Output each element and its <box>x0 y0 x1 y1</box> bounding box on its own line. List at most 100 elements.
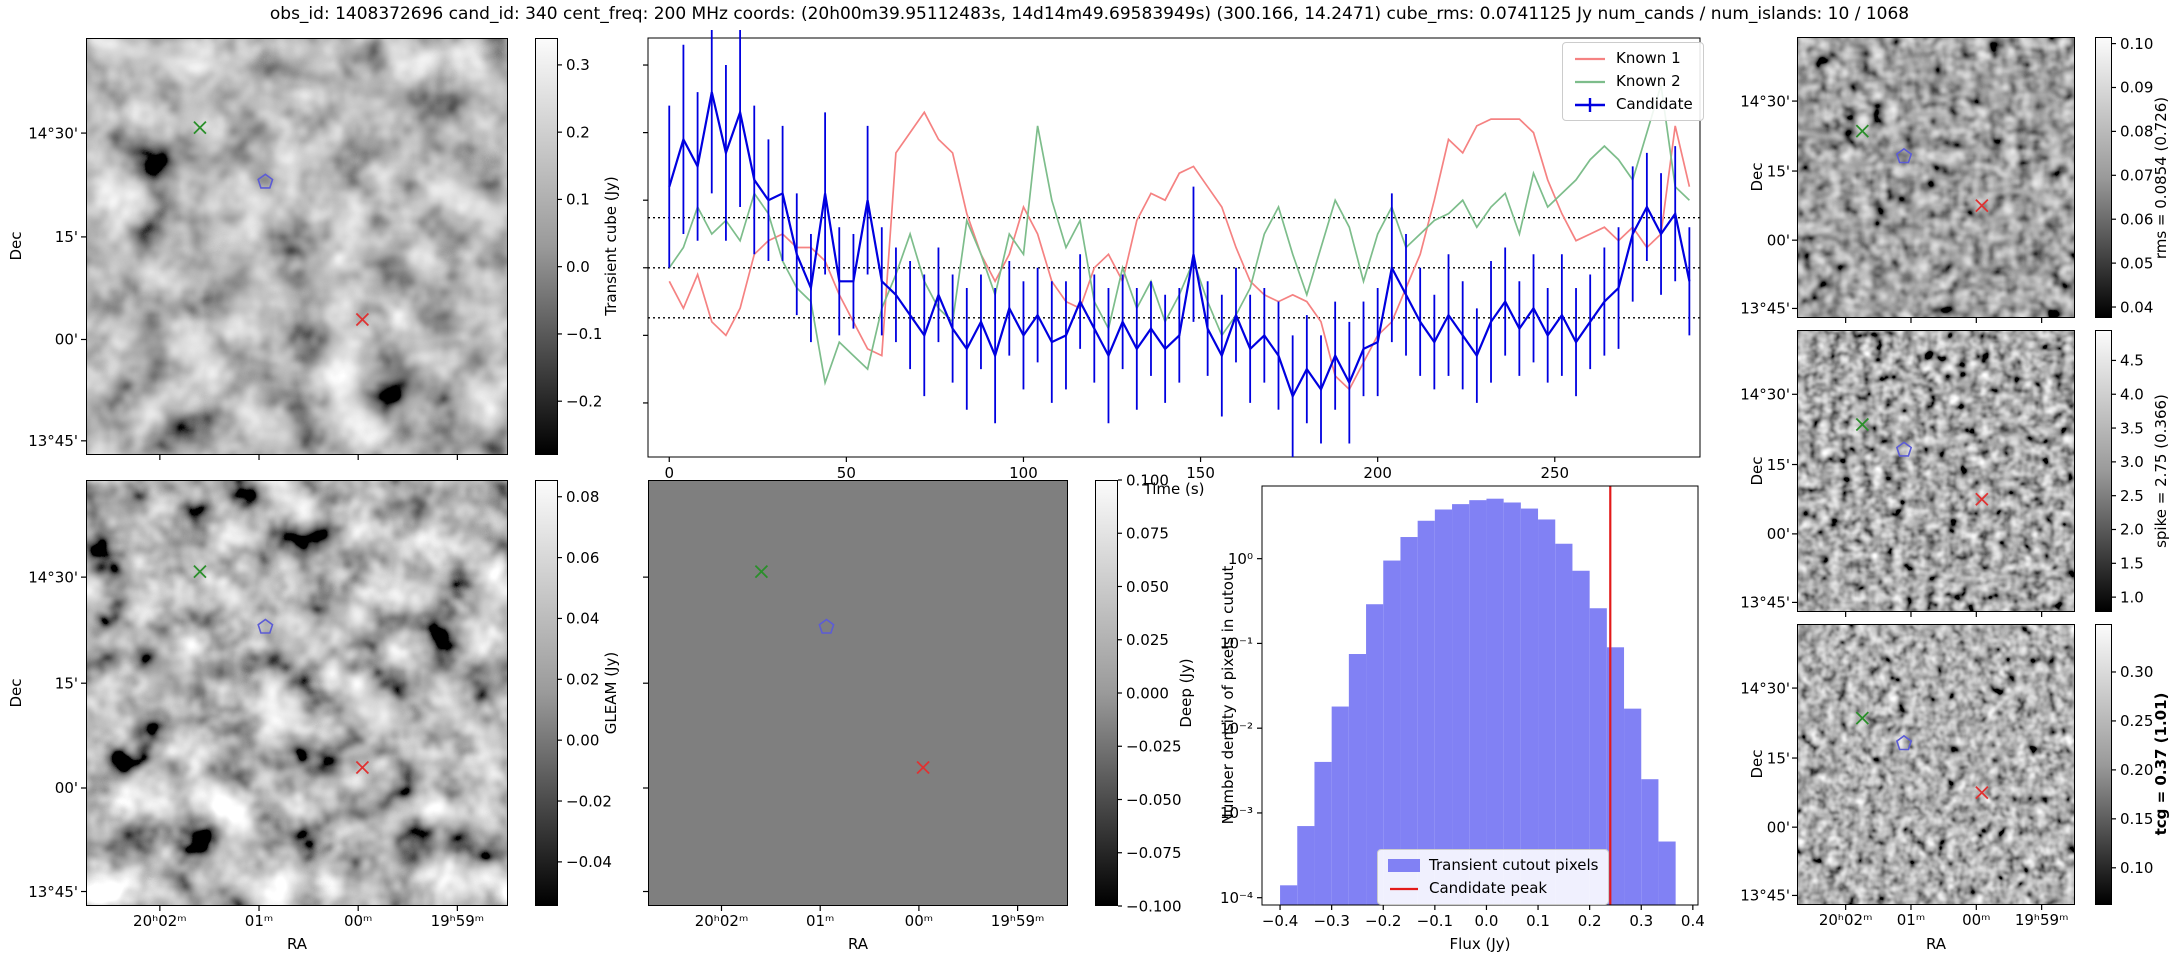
legend-item-cutout-pixels: Transient cutout pixels <box>1388 854 1598 877</box>
histogram-bar <box>1624 708 1642 905</box>
colorbar-tick-label: 4.0 <box>2120 385 2144 403</box>
tcg-colorbar-label: tcg = 0.37 (1.01) <box>2152 692 2170 836</box>
candidate-errorbar-swatch <box>1575 97 1605 112</box>
time-tick-label: 150 <box>1186 464 1215 482</box>
flux-tick-label: −0.3 <box>1313 912 1349 930</box>
density-tick-label: 10⁻⁴ <box>1220 889 1253 907</box>
colorbar-tick-label: 0.15 <box>2120 810 2153 828</box>
dec-tick-label: 00' <box>55 331 78 349</box>
colorbar-tick-label: 0.08 <box>566 488 599 506</box>
ra-tick-label: 19ʰ59ᵐ <box>991 912 1045 930</box>
histogram-patch-swatch <box>1388 859 1420 872</box>
colorbar-tick-label: 0.02 <box>566 671 599 689</box>
spike-colorbar-label: spike = 2.75 (0.366) <box>2152 394 2170 548</box>
dec-tick-label: 15' <box>55 674 78 692</box>
legend-label: Candidate <box>1616 95 1693 113</box>
known1-line-swatch <box>1575 57 1605 60</box>
histogram-bar <box>1572 570 1590 905</box>
legend-item-candidate: Candidate <box>1573 93 1693 116</box>
known2-line-swatch <box>1575 80 1605 83</box>
colorbar-tick-label: 2.0 <box>2120 521 2144 539</box>
spike-cutout-image <box>1797 330 2075 612</box>
colorbar-tick-label: −0.2 <box>566 392 602 410</box>
histogram-bar <box>1555 543 1573 905</box>
gleam-colorbar <box>535 480 558 906</box>
dec-tick-label: 13°45' <box>1740 594 1790 612</box>
noise-rect <box>87 481 507 905</box>
dec-tick-label: 15' <box>1767 749 1790 767</box>
colorbar-tick-label: 3.0 <box>2120 453 2144 471</box>
histogram-bar <box>1658 841 1676 905</box>
flux-histogram-plot: −0.4 −0.3 −0.2 −0.1 0.0 0.1 0.2 0.3 0.4 10⁰ 10⁻¹ 10… <box>1220 485 1705 930</box>
legend-item-known2: Known 2 <box>1573 70 1693 93</box>
colorbar-tick-label: 0.30 <box>2120 663 2153 681</box>
dec-axis-label: Dec <box>7 231 25 261</box>
histogram-frame-top <box>1261 485 1699 906</box>
lightcurve-plot: 0 50 100 150 200 250 <box>643 30 1701 482</box>
histogram-bar <box>1452 504 1470 905</box>
dec-tick-label: 15' <box>55 228 78 246</box>
rms-cutout-image <box>1797 37 2075 318</box>
colorbar-tick-label: 0.025 <box>1126 631 1169 649</box>
tcg-cutout-image <box>1797 624 2075 905</box>
ra-tick-label: 00ᵐ <box>344 912 372 930</box>
histogram-bar <box>1331 706 1349 905</box>
flux-tick-label: −0.4 <box>1262 912 1298 930</box>
dec-tick-label: 13°45' <box>28 883 78 901</box>
colorbar-tick-label: 0.00 <box>566 731 599 749</box>
colorbar-tick-label: 0.0 <box>566 258 590 276</box>
noise-image <box>1798 625 2074 904</box>
ra-tick-label: 20ʰ02ᵐ <box>695 912 749 930</box>
colorbar-tick-label: 0.3 <box>566 56 590 74</box>
colorbar-tick-label: 1.5 <box>2120 555 2144 573</box>
gleam-cutout-image <box>86 480 508 906</box>
colorbar-tick-label: −0.100 <box>1126 897 1182 915</box>
legend-item-known1: Known 1 <box>1573 47 1693 70</box>
colorbar-tick-label: 1.0 <box>2120 588 2144 606</box>
dec-tick-label: 13°45' <box>28 432 78 450</box>
colorbar-tick-label: 0.000 <box>1126 684 1169 702</box>
histogram-bar <box>1520 508 1539 905</box>
ra-axis-label: RA <box>1925 935 1947 953</box>
dec-tick-label: 15' <box>1767 162 1790 180</box>
flux-tick-label: 0.3 <box>1629 912 1653 930</box>
spike-colorbar <box>2095 330 2112 612</box>
colorbar-tick-label: −0.02 <box>566 792 612 810</box>
dec-tick-label: 00' <box>1767 818 1790 836</box>
dec-axis-label: Dec <box>7 678 25 708</box>
colorbar-tick-label: 0.07 <box>2120 167 2153 185</box>
dec-tick-label: 14°30' <box>1740 679 1790 697</box>
candidate-peak-line-swatch <box>1390 887 1418 890</box>
dec-axis-label: Dec <box>1748 162 1766 192</box>
colorbar-tick-label: 0.05 <box>2120 254 2153 272</box>
histogram-bar <box>1280 885 1298 905</box>
dec-tick-label: 14°30' <box>28 568 78 586</box>
lightcurve-frame <box>647 37 1701 458</box>
time-tick-label: 200 <box>1363 464 1392 482</box>
time-tick-label: 250 <box>1540 464 1569 482</box>
colorbar-tick-label: 0.06 <box>566 549 599 567</box>
dec-tick-label: 00' <box>1767 231 1790 249</box>
noise-rect <box>1798 625 2074 904</box>
ra-tick-label: 20ʰ02ᵐ <box>133 912 187 930</box>
histogram-bar <box>1434 509 1453 905</box>
transient-colorbar-label: Transient cube (Jy) <box>602 176 620 316</box>
time-tick-label: 0 <box>664 464 674 482</box>
tcg-colorbar <box>2095 624 2112 905</box>
dec-tick-label: 14°30' <box>1740 386 1790 404</box>
ra-tick-label: 19ʰ59ᵐ <box>431 912 485 930</box>
transient-colorbar <box>535 38 558 455</box>
density-tick-label: 10⁰ <box>1228 550 1253 568</box>
ra-tick-label: 19ʰ59ᵐ <box>2015 911 2069 929</box>
colorbar-tick-label: 0.04 <box>566 610 599 628</box>
density-tick-label: 10⁻² <box>1220 719 1253 737</box>
legend-label: Known 2 <box>1616 72 1681 90</box>
colorbar-tick-label: 0.25 <box>2120 712 2153 730</box>
colorbar-tick-label: 4.5 <box>2120 352 2144 370</box>
flux-tick-label: −0.2 <box>1365 912 1401 930</box>
flux-tick-label: 0.0 <box>1475 912 1499 930</box>
histogram-bar <box>1538 519 1556 905</box>
dec-tick-label: 13°45' <box>1740 300 1790 318</box>
histogram-bar <box>1400 537 1418 905</box>
histogram-y-axis-label: Number density of pixels in cutout <box>1219 565 1237 825</box>
